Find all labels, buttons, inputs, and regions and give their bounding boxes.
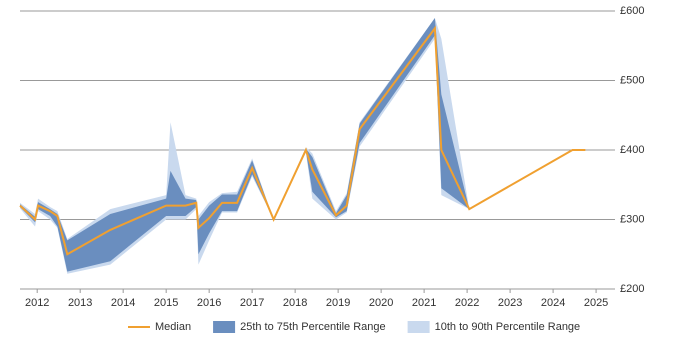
legend-swatch [213,321,236,333]
x-tick-label: 2023 [498,297,522,309]
x-tick-label: 2024 [541,297,565,309]
x-tick-label: 2018 [283,297,307,309]
legend-label: Median [155,321,191,333]
legend-swatch [407,321,430,333]
x-tick-label: 2022 [455,297,479,309]
x-tick-label: 2019 [326,297,350,309]
legend-label: 25th to 75th Percentile Range [240,321,386,333]
y-tick-label: £500 [620,74,644,86]
x-tick-label: 2012 [25,297,49,309]
y-tick-label: £600 [620,5,644,17]
x-tick-label: 2020 [369,297,393,309]
median-line [19,25,586,256]
x-tick-label: 2013 [68,297,92,309]
y-tick-label: £400 [620,144,644,156]
x-tick-label: 2014 [111,297,135,309]
x-tick-label: 2017 [240,297,264,309]
band [20,17,470,272]
legend-label: 10th to 90th Percentile Range [435,321,581,333]
y-tick-label: £200 [620,283,644,295]
x-tick-label: 2021 [412,297,436,309]
y-tick-label: £300 [620,213,644,225]
x-tick-label: 2016 [197,297,221,309]
x-tick-label: 2015 [154,297,178,309]
x-tick-label: 2025 [584,297,608,309]
